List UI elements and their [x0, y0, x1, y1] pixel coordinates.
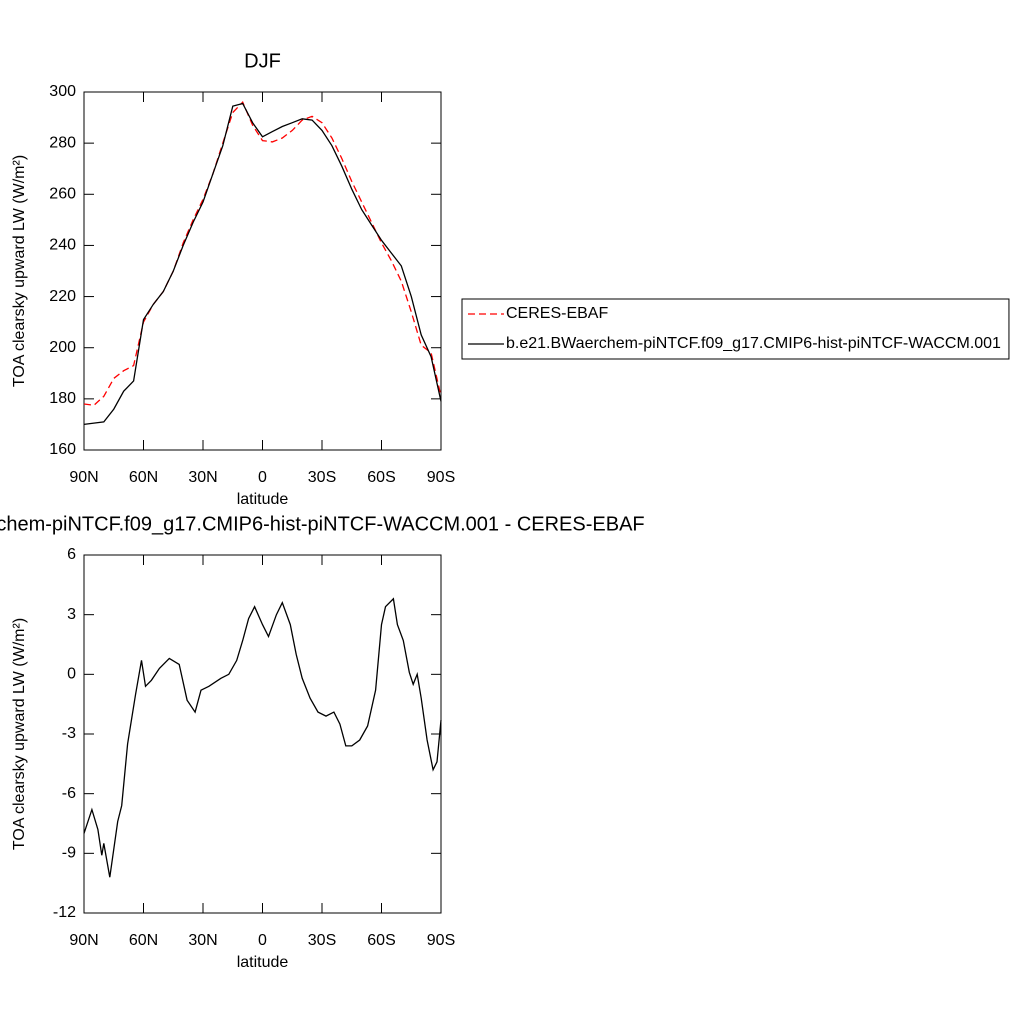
x-tick-label: 30N — [188, 932, 217, 949]
x-tick-label: 90N — [69, 469, 98, 486]
y-tick-label: -9 — [62, 845, 76, 862]
legend-label: CERES-EBAF — [506, 305, 608, 322]
chart-title: DJF — [244, 50, 281, 72]
y-axis-label: TOA clearsky upward LW (W/m²) — [11, 618, 28, 850]
plot-frame — [83, 91, 442, 451]
data-line — [83, 102, 442, 426]
y-tick-label: -3 — [62, 725, 76, 742]
y-axis-label: TOA clearsky upward LW (W/m²) — [11, 155, 28, 387]
x-tick-label: 60N — [129, 469, 158, 486]
y-tick-label: 220 — [49, 288, 76, 305]
x-tick-label: 30N — [188, 469, 217, 486]
x-tick-label: 30S — [308, 932, 336, 949]
y-tick-label: 260 — [49, 186, 76, 203]
data-line — [83, 597, 442, 878]
y-tick-label: 280 — [49, 134, 76, 151]
x-tick-label: 30S — [308, 469, 336, 486]
y-tick-label: 6 — [67, 546, 76, 563]
legend-label: b.e21.BWaerchem-piNTCF.f09_g17.CMIP6-his… — [506, 335, 1001, 352]
y-tick-label: 200 — [49, 339, 76, 356]
y-tick-label: 300 — [49, 83, 76, 100]
x-tick-label: 60N — [129, 932, 158, 949]
y-tick-label: 180 — [49, 390, 76, 407]
x-axis-label: latitude — [237, 954, 289, 971]
x-tick-label: 90S — [427, 932, 455, 949]
y-tick-label: 240 — [49, 237, 76, 254]
legend: CERES-EBAF b.e21.BWaerchem-piNTCF.f09_g17… — [461, 298, 1010, 360]
x-tick-label: 90S — [427, 469, 455, 486]
y-tick-label: 3 — [67, 606, 76, 623]
y-tick-label: -12 — [53, 904, 76, 921]
x-tick-label: 60S — [367, 469, 395, 486]
plot-frame — [83, 554, 442, 914]
chart-title: b.e21.BWaerchem-piNTCF.f09_g17.CMIP6-his… — [0, 513, 645, 535]
x-tick-label: 0 — [258, 932, 267, 949]
y-tick-label: -6 — [62, 785, 76, 802]
x-tick-label: 0 — [258, 469, 267, 486]
x-tick-label: 90N — [69, 932, 98, 949]
x-tick-label: 60S — [367, 932, 395, 949]
x-axis-label: latitude — [237, 491, 289, 508]
y-tick-label: 160 — [49, 441, 76, 458]
y-tick-label: 0 — [67, 666, 76, 683]
legend-box — [461, 298, 1010, 360]
